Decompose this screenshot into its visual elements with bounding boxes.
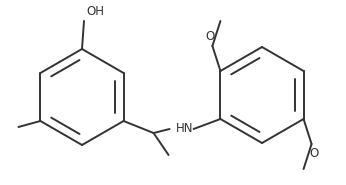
Text: O: O bbox=[206, 30, 215, 43]
Text: OH: OH bbox=[86, 5, 104, 18]
Text: O: O bbox=[309, 147, 318, 160]
Text: HN: HN bbox=[175, 122, 193, 134]
